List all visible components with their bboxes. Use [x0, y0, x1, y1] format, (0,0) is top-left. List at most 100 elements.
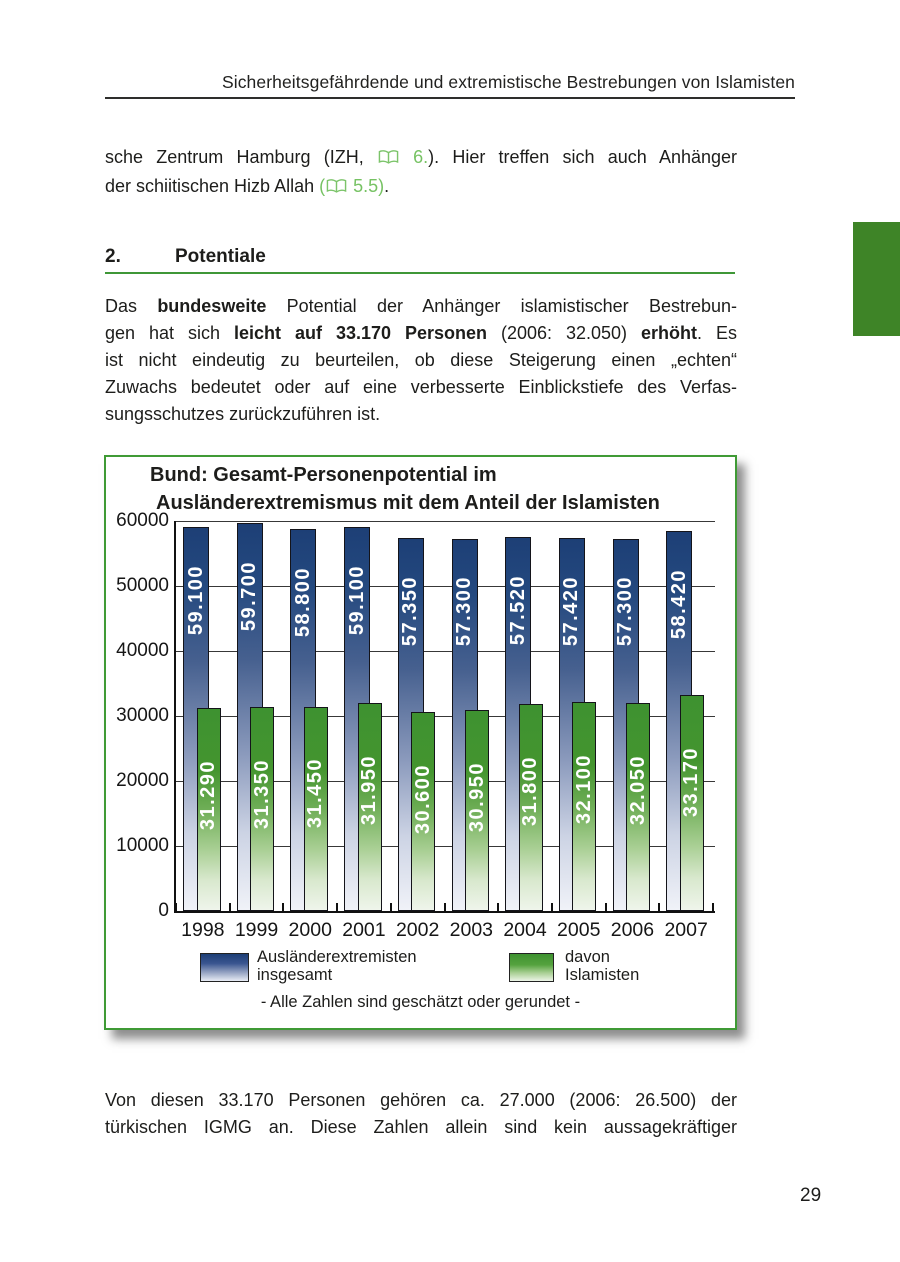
bar-value-label: 58.420 [667, 569, 690, 640]
x-axis-tick [712, 903, 714, 911]
x-tick-label: 2006 [610, 919, 655, 941]
bar-label-wrap: 33.170 [680, 726, 703, 838]
text-run: ( [319, 176, 326, 196]
header-rule [105, 97, 795, 99]
chart-title-line2: Ausländerextremismus mit dem Anteil der … [156, 492, 660, 514]
bar-value-label: 59.100 [345, 564, 368, 635]
bar-islamisten: 31.800 [518, 704, 543, 911]
x-axis-tick [175, 903, 177, 911]
chart-title-line1: Bund: Gesamt-Personenpotential im [150, 464, 497, 486]
closing-paragraph: Von diesen 33.170 Personen gehören ca. 2… [105, 1087, 737, 1141]
text-line: ist nicht eindeutig zu beurteilen, ob di… [105, 347, 737, 374]
bar-label-wrap: 30.950 [466, 741, 488, 853]
bar-value-label: 31.450 [304, 758, 327, 829]
bar-value-label: 30.600 [411, 764, 434, 835]
bar-label-wrap: 57.300 [453, 556, 477, 668]
bar-islamisten: 31.350 [250, 707, 275, 911]
bar-value-label: 33.170 [680, 747, 703, 818]
text-run: . Es [697, 323, 737, 343]
y-tick-label: 30000 [116, 705, 169, 726]
text-line: der schiitischen Hizb Allah ( 5.5). [105, 173, 737, 202]
x-tick-label: 2000 [288, 919, 332, 941]
bar-value-label: 31.350 [250, 759, 273, 830]
y-tick-label: 10000 [116, 835, 169, 856]
text-line: Das bundesweite Potential der Anhänger i… [105, 293, 737, 320]
bar-label-wrap: 58.800 [291, 546, 315, 658]
text-line: Zuwachs bedeutet oder auf eine verbesser… [105, 374, 737, 401]
gridline [176, 585, 715, 587]
bar-label-wrap: 31.450 [304, 738, 327, 850]
text-run: Zuwachs bedeutet oder auf eine verbesser… [105, 377, 737, 397]
x-axis-tick [658, 903, 661, 911]
intro-paragraph: sche Zentrum Hamburg (IZH, 6.). Hier tre… [105, 144, 737, 202]
bar-value-label: 32.050 [626, 754, 649, 825]
text-run: Potential der Anhänger islamistischer Be… [266, 296, 737, 316]
x-axis-tick [550, 903, 553, 911]
bar-label-wrap: 31.800 [519, 735, 542, 847]
x-axis-tick [497, 903, 500, 911]
bar-islamisten: 32.100 [572, 702, 597, 911]
x-axis-line [174, 911, 715, 913]
bar-value-label: 57.300 [453, 576, 475, 647]
text-run: leicht auf 33.170 Personen [233, 323, 487, 343]
bar-islamisten: 32.050 [626, 702, 651, 911]
text-run: (2006: 32.050) [487, 323, 642, 343]
gridline [176, 650, 715, 652]
book-icon-glyph [378, 150, 399, 164]
book-icon-glyph [326, 179, 347, 193]
book-icon [378, 146, 399, 173]
running-header: Sicherheitsgefährdende und extremistisch… [221, 72, 795, 92]
gridline [176, 715, 715, 717]
bar-label-wrap: 57.420 [560, 555, 584, 667]
x-tick-label: 2003 [449, 919, 494, 941]
y-axis-line [174, 521, 176, 913]
book-icon [326, 175, 347, 202]
x-axis-tick [336, 903, 339, 911]
x-axis-tick [228, 903, 231, 911]
bar-label-wrap: 31.290 [197, 739, 220, 851]
bar-label-wrap: 31.950 [358, 734, 381, 846]
text-line: Von diesen 33.170 Personen gehören ca. 2… [105, 1087, 737, 1114]
section-number: 2. [105, 246, 121, 267]
bar-label-wrap: 59.100 [345, 544, 369, 656]
text-line: gen hat sich leicht auf 33.170 Personen … [105, 320, 737, 347]
chart-footnote: - Alle Zahlen sind geschätzt oder gerund… [260, 993, 581, 1011]
bar-label-wrap: 58.420 [667, 548, 691, 660]
bar-label-wrap: 32.050 [627, 734, 649, 846]
y-tick-label: 50000 [116, 575, 169, 596]
text-run: der schiitischen Hizb Allah [105, 176, 320, 196]
x-axis-tick [443, 903, 446, 911]
bar-label-wrap: 59.100 [184, 544, 208, 656]
bar-value-label: 58.800 [291, 566, 314, 637]
x-tick-label: 1999 [234, 919, 279, 941]
chart-canvas: 0 10000 20000 30000 40000 50000 60000 59.100 31.… [106, 457, 735, 1028]
bar-value-label: 30.950 [465, 761, 488, 832]
section-heading: 2. Potentiale [105, 246, 737, 268]
x-axis-tick [604, 903, 607, 911]
text-run: . [384, 176, 390, 196]
bar-value-label: 59.100 [184, 564, 207, 635]
bar-label-wrap: 30.600 [412, 743, 434, 855]
x-tick-label: 2005 [557, 919, 601, 941]
x-tick-label: 2004 [503, 919, 547, 941]
y-tick-label: 40000 [116, 640, 169, 661]
x-tick-label: 2007 [664, 919, 708, 941]
y-tick-label: 0 [158, 900, 169, 921]
bar-value-label: 59.700 [238, 560, 261, 632]
section-heading-rule [105, 272, 735, 274]
chart: Bund: Gesamt-Personenpotential im Auslän… [104, 455, 737, 1030]
y-tick-label: 20000 [116, 770, 169, 791]
text-run: sungsschutzes zurückzuführen ist. [105, 404, 381, 424]
bar-islamisten: 33.170 [679, 695, 704, 911]
y-tick-label: 60000 [116, 510, 169, 531]
text-line: türkischen IGMG an. Diese Zahlen allein … [105, 1114, 737, 1141]
text-run: türkischen IGMG an. Diese Zahlen allein … [105, 1117, 737, 1137]
bar-value-label: 31.950 [358, 755, 381, 826]
bar-label-wrap: 57.520 [506, 554, 530, 666]
x-tick-label: 1998 [181, 919, 225, 941]
bar-islamisten: 30.600 [411, 712, 436, 911]
x-tick-label: 2001 [342, 919, 386, 941]
x-axis-tick [282, 903, 285, 911]
gridline [176, 780, 715, 782]
text-run: 6. [399, 147, 429, 167]
